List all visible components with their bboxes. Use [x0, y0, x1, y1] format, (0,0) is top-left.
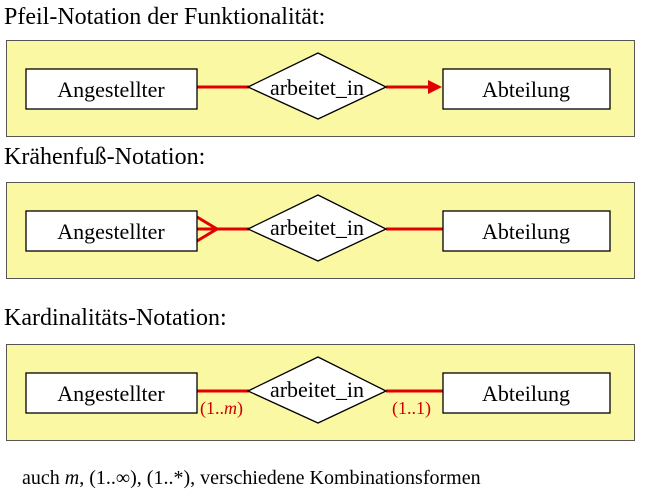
diagram-crowsfoot-notation: Angestellter Abteilung arbeitet_in: [25, 194, 611, 262]
entity-box-left: [25, 372, 198, 414]
crowsfoot-icon: [196, 215, 218, 243]
entity-label-left: Angestellter: [57, 219, 165, 244]
relationship-label: arbeitet_in: [270, 215, 364, 240]
entity-label-right: Abteilung: [482, 77, 570, 102]
panel-cardinality-notation: Angestellter Abteilung arbeitet_in (1..m…: [6, 344, 635, 441]
entity-box-left: [25, 68, 198, 110]
diagram-cardinality-notation: Angestellter Abteilung arbeitet_in (1..m…: [25, 356, 611, 424]
entity-label-left: Angestellter: [57, 381, 165, 406]
entity-box-right: [442, 210, 611, 252]
heading-arrow-notation: Pfeil-Notation der Funktionalität:: [4, 4, 326, 30]
heading-cardinality-notation: Kardinalitäts-Notation:: [4, 305, 227, 331]
arrowhead-icon: [428, 80, 442, 94]
relationship-diamond: [246, 52, 388, 120]
entity-label-left: Angestellter: [57, 77, 165, 102]
entity-box-right: [442, 68, 611, 110]
footnote: auch m, (1..∞), (1..*), verschiedene Kom…: [22, 467, 481, 489]
panel-arrow-notation: Angestellter Abteilung arbeitet_in: [6, 40, 635, 137]
entity-label-right: Abteilung: [482, 219, 570, 244]
cardinality-right: (1..1): [392, 398, 431, 419]
entity-box-right: [442, 372, 611, 414]
relationship-label: arbeitet_in: [270, 75, 364, 100]
panel-crowsfoot-notation: Angestellter Abteilung arbeitet_in: [6, 182, 635, 279]
relationship-label: arbeitet_in: [270, 377, 364, 402]
heading-crowsfoot-notation: Krähenfuß-Notation:: [4, 144, 206, 170]
entity-label-right: Abteilung: [482, 381, 570, 406]
relationship-diamond: [246, 194, 388, 262]
diagram-arrow-notation: Angestellter Abteilung arbeitet_in: [25, 52, 611, 120]
entity-box-left: [25, 210, 198, 252]
cardinality-left: (1..m): [200, 398, 243, 419]
relationship-diamond: [246, 356, 388, 424]
